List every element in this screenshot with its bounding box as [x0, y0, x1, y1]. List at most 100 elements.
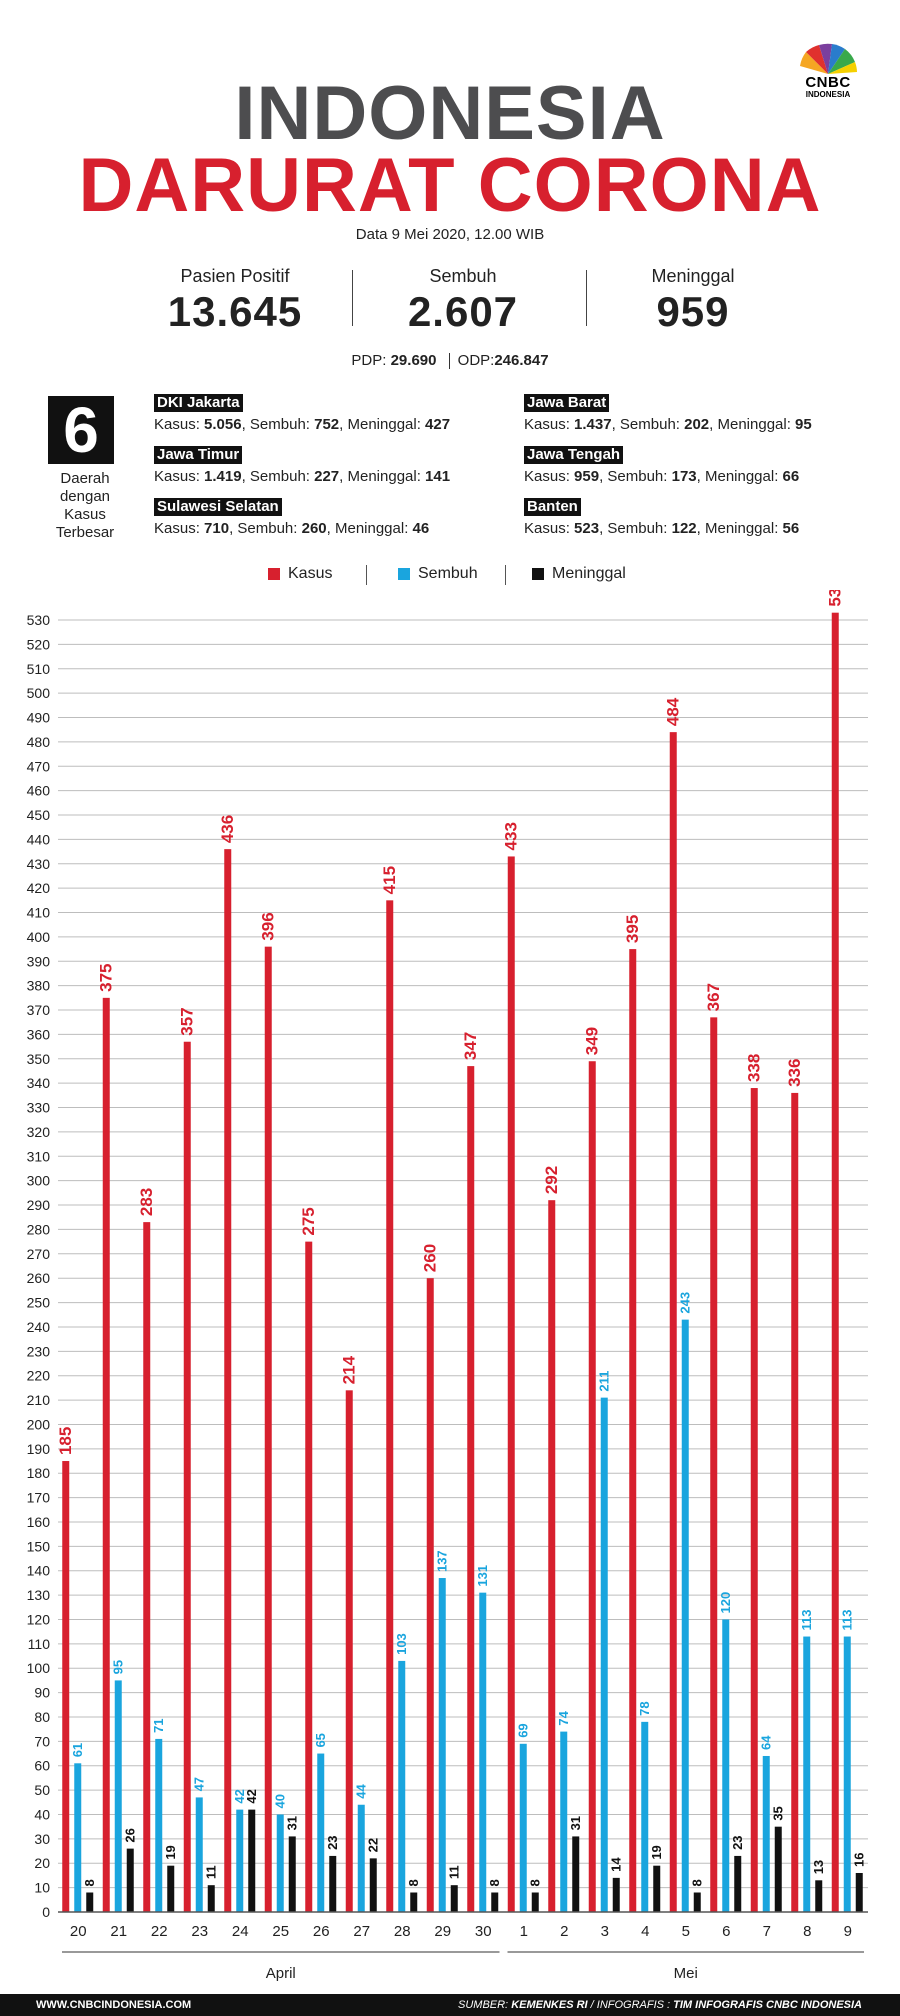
bar-kasus: [426, 1278, 434, 1912]
data-label-kasus: 260: [421, 1244, 440, 1272]
bar-sembuh: [114, 1680, 122, 1912]
region-stats: Kasus: 959, Sembuh: 173, Meninggal: 66: [524, 468, 800, 485]
bar-meninggal: [450, 1885, 458, 1912]
bar-sembuh: [722, 1619, 730, 1912]
x-tick-label: 26: [313, 1923, 330, 1940]
bar-meninggal: [126, 1848, 134, 1912]
data-label-meninggal: 8: [690, 1879, 705, 1886]
bar-kasus: [467, 1066, 475, 1912]
y-tick-label: 380: [27, 978, 51, 994]
x-tick-label: 24: [232, 1923, 249, 1940]
stat-meninggal: Meninggal 959: [578, 266, 808, 335]
bar-sembuh: [155, 1738, 163, 1912]
data-label-kasus: 347: [461, 1032, 480, 1060]
bar-kasus: [507, 856, 515, 1912]
y-tick-label: 80: [34, 1709, 50, 1725]
bar-kasus: [62, 1461, 70, 1912]
bar-sembuh: [195, 1797, 203, 1912]
bar-meninggal: [612, 1877, 620, 1912]
stat-label: Sembuh: [429, 266, 497, 286]
legend-swatch: [532, 568, 544, 580]
y-tick-label: 290: [27, 1197, 51, 1213]
y-tick-label: 10: [34, 1880, 50, 1896]
data-label-meninggal: 26: [123, 1828, 138, 1842]
x-tick-label: 4: [641, 1923, 649, 1940]
x-tick-label: 30: [475, 1923, 492, 1940]
y-tick-label: 350: [27, 1051, 51, 1067]
bar-kasus: [264, 946, 272, 1912]
data-label-sembuh: 113: [840, 1610, 855, 1631]
legend-label: Sembuh: [418, 565, 478, 582]
y-tick-label: 50: [34, 1782, 50, 1798]
bar-kasus: [588, 1061, 596, 1912]
bar-sembuh: [600, 1397, 608, 1912]
stat-positif: Pasien Positif 13.645: [120, 266, 350, 335]
y-tick-label: 400: [27, 929, 51, 945]
caption-line: Kasus: [64, 506, 106, 523]
bar-sembuh: [803, 1636, 811, 1912]
data-label-sembuh: 78: [637, 1701, 652, 1715]
y-tick-label: 280: [27, 1221, 51, 1237]
region-stats: Kasus: 523, Sembuh: 122, Meninggal: 56: [524, 520, 800, 537]
bar-meninggal: [855, 1872, 863, 1912]
caption-line: Terbesar: [55, 524, 115, 541]
x-tick-label: 8: [803, 1923, 811, 1940]
bar-sembuh: [317, 1753, 325, 1912]
data-label-sembuh: 65: [313, 1733, 328, 1747]
y-tick-label: 110: [28, 1636, 51, 1652]
x-tick-label: 29: [434, 1923, 451, 1940]
bar-kasus: [669, 732, 677, 1912]
y-tick-label: 310: [27, 1148, 51, 1164]
data-label-meninggal: 19: [649, 1845, 664, 1859]
odp-value: 246.847: [494, 352, 549, 369]
y-tick-label: 100: [27, 1660, 51, 1676]
bar-sembuh: [236, 1809, 244, 1912]
bar-chart: 0102030405060708090100110120130140150160…: [27, 590, 868, 1982]
logo-text: CNBC: [805, 74, 851, 91]
bar-meninggal: [572, 1836, 580, 1912]
data-label-sembuh: 137: [435, 1550, 450, 1572]
bar-sembuh: [276, 1814, 284, 1912]
bar-meninggal: [288, 1836, 296, 1912]
y-tick-label: 530: [27, 612, 51, 628]
bar-meninggal: [369, 1858, 377, 1912]
logo-subtext: INDONESIA: [805, 90, 851, 99]
data-label-sembuh: 47: [192, 1777, 207, 1791]
region-jawa-tengah: Jawa Tengah Kasus: 959, Sembuh: 173, Men…: [524, 446, 799, 485]
bar-sembuh: [641, 1721, 649, 1912]
x-tick-label: 6: [722, 1923, 730, 1940]
y-tick-label: 320: [27, 1124, 51, 1140]
footer-website[interactable]: WWW.CNBCINDONESIA.COM: [36, 1999, 192, 2011]
pdp-label: PDP:: [351, 352, 387, 369]
y-tick-label: 470: [27, 758, 51, 774]
bar-kasus: [629, 949, 637, 1912]
data-label-kasus: 367: [704, 983, 723, 1011]
y-tick-label: 160: [27, 1514, 51, 1530]
data-label-sembuh: 95: [111, 1660, 126, 1674]
stat-value: 2.607: [407, 288, 519, 335]
y-tick-label: 260: [27, 1270, 51, 1286]
month-label: April: [266, 1965, 296, 1982]
data-label-sembuh: 113: [799, 1610, 814, 1631]
region-name: Sulawesi Selatan: [154, 498, 282, 516]
data-date: Data 9 Mei 2020, 12.00 WIB: [355, 226, 545, 243]
x-tick-label: 1: [520, 1923, 528, 1940]
data-label-meninggal: 16: [852, 1853, 867, 1867]
legend-label: Kasus: [288, 565, 333, 582]
bar-sembuh: [681, 1319, 689, 1912]
bar-meninggal: [734, 1855, 742, 1912]
bar-meninggal: [491, 1892, 499, 1912]
bar-meninggal: [531, 1892, 539, 1912]
x-tick-label: 7: [763, 1923, 771, 1940]
data-label-meninggal: 8: [487, 1879, 502, 1886]
pdp-odp-line: PDP: 29.690 ODP:246.847: [0, 352, 900, 370]
legend-divider: [366, 565, 367, 585]
data-label-kasus: 214: [340, 1355, 359, 1384]
data-label-sembuh: 40: [273, 1794, 288, 1808]
data-label-meninggal: 22: [366, 1838, 381, 1852]
bar-sembuh: [357, 1804, 365, 1912]
data-label-meninggal: 8: [528, 1879, 543, 1886]
data-label-sembuh: 61: [70, 1743, 85, 1757]
y-tick-label: 140: [27, 1563, 51, 1579]
stat-divider: [352, 270, 353, 326]
